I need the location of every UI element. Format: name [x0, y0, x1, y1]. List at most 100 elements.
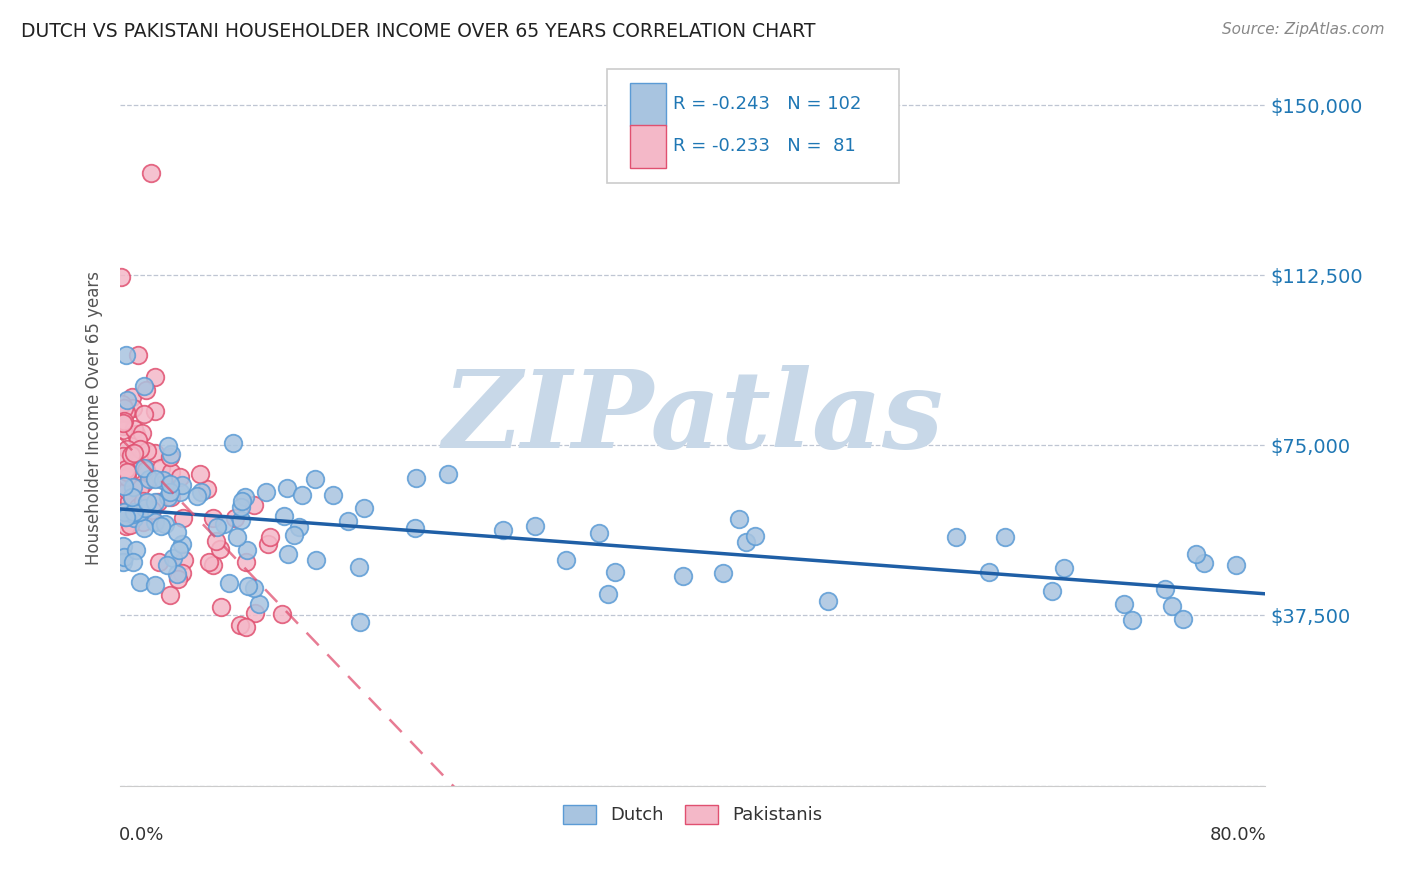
Point [744, 529, 766, 543]
Point [143, 495, 166, 509]
Point [143, 445, 166, 459]
Point [205, 534, 228, 549]
Point [336, 514, 359, 528]
Point [122, 422, 145, 436]
Point [436, 467, 458, 482]
Point [1185, 547, 1208, 561]
Point [115, 462, 138, 476]
Point [160, 447, 183, 461]
Point [167, 572, 190, 586]
Point [598, 586, 620, 600]
Y-axis label: Householder Income Over 65 years: Householder Income Over 65 years [86, 271, 103, 566]
Point [117, 470, 139, 484]
Point [977, 565, 1000, 579]
Point [405, 471, 427, 485]
Point [243, 606, 266, 620]
Point [112, 549, 135, 564]
Point [148, 555, 170, 569]
Point [671, 569, 693, 583]
Point [129, 574, 152, 589]
Point [169, 470, 191, 484]
Point [115, 463, 138, 477]
Legend: Dutch, Pakistanis: Dutch, Pakistanis [555, 797, 830, 831]
Point [1192, 556, 1215, 570]
Point [112, 401, 135, 415]
Point [173, 552, 195, 566]
Point [202, 510, 225, 524]
Point [136, 443, 159, 458]
Point [1112, 597, 1135, 611]
Point [122, 457, 145, 471]
Point [115, 466, 138, 480]
Point [195, 482, 218, 496]
Point [1161, 599, 1184, 613]
Point [256, 537, 278, 551]
Point [304, 472, 326, 486]
Point [128, 481, 150, 495]
Text: 80.0%: 80.0% [1209, 826, 1267, 844]
Point [122, 446, 145, 460]
Point [170, 537, 193, 551]
FancyBboxPatch shape [630, 125, 666, 168]
Point [146, 495, 169, 509]
Point [605, 565, 627, 579]
Point [132, 379, 155, 393]
Point [172, 510, 194, 524]
Text: 0.0%: 0.0% [120, 826, 165, 844]
Point [111, 487, 134, 501]
Point [159, 588, 181, 602]
Point [728, 512, 751, 526]
Point [132, 476, 155, 491]
Point [124, 426, 146, 441]
Point [229, 618, 252, 632]
Point [131, 426, 153, 441]
Point [233, 491, 256, 505]
Point [157, 490, 180, 504]
Point [235, 620, 257, 634]
Point [259, 530, 281, 544]
Point [159, 450, 181, 465]
Point [524, 518, 547, 533]
Point [120, 448, 142, 462]
Point [111, 417, 134, 431]
Point [121, 490, 143, 504]
Point [112, 423, 135, 437]
Point [115, 442, 138, 456]
Point [112, 478, 135, 492]
Point [236, 579, 259, 593]
Point [207, 520, 229, 534]
Point [132, 500, 155, 515]
Point [110, 270, 132, 285]
Point [157, 476, 180, 491]
Point [111, 397, 134, 411]
Point [122, 446, 145, 460]
Point [169, 484, 191, 499]
Point [135, 495, 157, 509]
Point [209, 542, 232, 557]
FancyBboxPatch shape [607, 69, 898, 183]
Point [143, 515, 166, 529]
Point [222, 436, 245, 450]
Text: R = -0.243   N = 102: R = -0.243 N = 102 [673, 95, 862, 113]
Point [283, 528, 305, 542]
Point [121, 508, 143, 522]
Point [209, 599, 232, 614]
Point [734, 534, 756, 549]
Point [170, 477, 193, 491]
Point [114, 510, 136, 524]
Point [218, 575, 240, 590]
Point [152, 473, 174, 487]
Point [118, 494, 141, 508]
Point [127, 433, 149, 447]
Point [555, 553, 578, 567]
Point [353, 501, 375, 516]
Point [235, 542, 257, 557]
Point [347, 560, 370, 574]
Point [197, 555, 219, 569]
Point [111, 555, 134, 569]
Point [277, 547, 299, 561]
Point [945, 530, 967, 544]
Point [125, 543, 148, 558]
Point [170, 566, 193, 581]
Point [128, 482, 150, 496]
